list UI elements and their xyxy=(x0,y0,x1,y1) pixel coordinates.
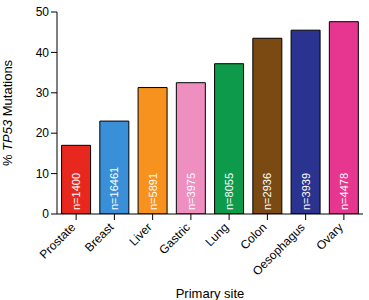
svg-text:50: 50 xyxy=(36,5,50,19)
svg-text:0: 0 xyxy=(42,207,49,221)
svg-text:10: 10 xyxy=(36,167,50,181)
svg-text:n=5891: n=5891 xyxy=(147,173,159,210)
svg-text:n=2936: n=2936 xyxy=(261,173,273,210)
svg-text:20: 20 xyxy=(36,126,50,140)
svg-text:Colon: Colon xyxy=(237,220,269,252)
svg-text:n=3939: n=3939 xyxy=(300,173,312,210)
svg-text:% TP53 Mutations: % TP53 Mutations xyxy=(8,59,15,166)
svg-text:30: 30 xyxy=(36,86,50,100)
svg-text:n=16461: n=16461 xyxy=(108,167,120,210)
svg-text:n=8055: n=8055 xyxy=(223,173,235,210)
svg-text:n=3975: n=3975 xyxy=(185,173,197,210)
svg-text:n=4478: n=4478 xyxy=(338,173,350,210)
svg-text:Oesophagus: Oesophagus xyxy=(250,220,308,278)
svg-text:Breast: Breast xyxy=(82,220,117,255)
svg-text:Gastric: Gastric xyxy=(156,220,193,257)
svg-text:n=1400: n=1400 xyxy=(70,173,82,210)
svg-text:40: 40 xyxy=(36,46,50,60)
svg-text:Lung: Lung xyxy=(202,220,231,249)
svg-text:Primary site: Primary site xyxy=(176,286,245,300)
svg-text:Liver: Liver xyxy=(126,220,154,248)
svg-text:Prostate: Prostate xyxy=(37,220,79,262)
svg-text:Ovary: Ovary xyxy=(313,220,346,253)
